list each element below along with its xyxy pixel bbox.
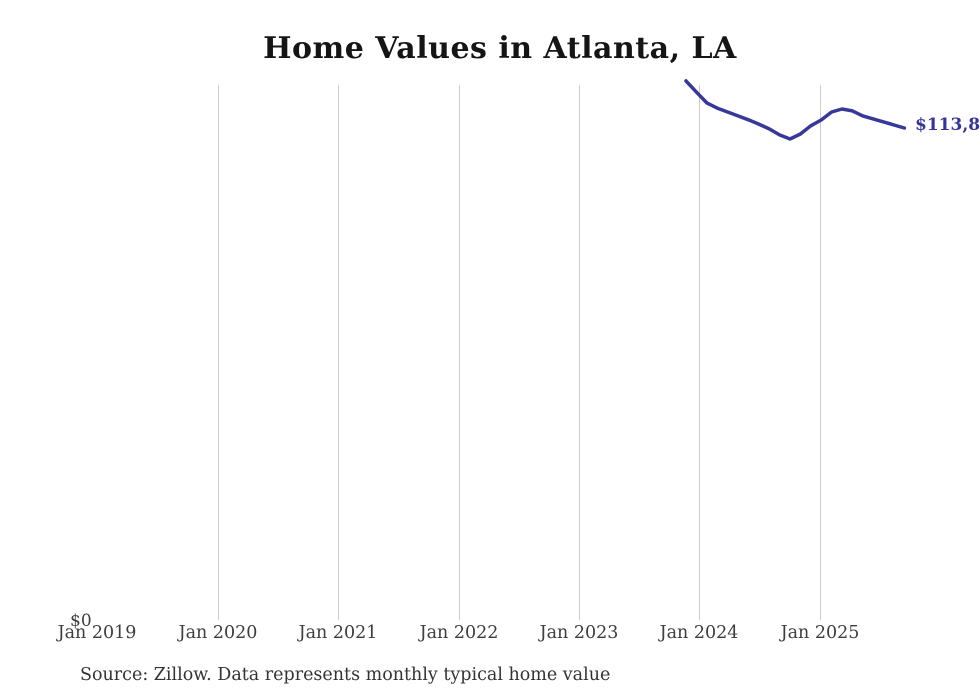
- x-axis-label: Jan 2023: [539, 623, 619, 643]
- x-axis-label: Jan 2019: [57, 623, 137, 643]
- chart-title: Home Values in Atlanta, LA: [263, 31, 737, 66]
- line-end-value-label: $113,899: [915, 115, 980, 135]
- vertical-gridline: [218, 85, 219, 620]
- x-axis-label: Jan 2025: [780, 623, 860, 643]
- x-axis-label: Jan 2021: [298, 623, 378, 643]
- x-axis-label: Jan 2024: [659, 623, 739, 643]
- vertical-gridline: [459, 85, 460, 620]
- x-axis-label: Jan 2022: [419, 623, 499, 643]
- y-axis-zero-label: $0: [70, 611, 92, 631]
- vertical-gridline: [699, 85, 700, 620]
- vertical-gridline: [579, 85, 580, 620]
- vertical-gridline: [338, 85, 339, 620]
- x-axis-label: Jan 2020: [178, 623, 258, 643]
- source-note: Source: Zillow. Data represents monthly …: [80, 665, 611, 685]
- vertical-gridline: [820, 85, 821, 620]
- home-value-series-line: [684, 79, 907, 141]
